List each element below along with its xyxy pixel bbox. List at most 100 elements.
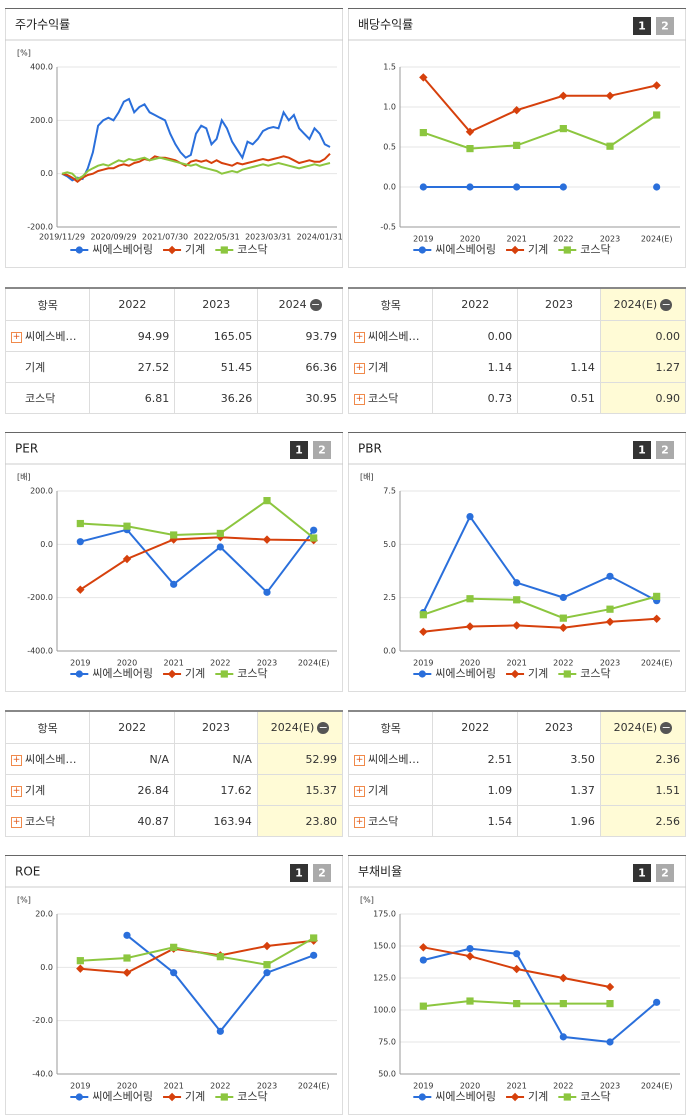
y-tick-label: 1.5	[383, 63, 396, 72]
x-tick-label: 2024(E)	[641, 235, 673, 244]
x-tick-label: 2024(E)	[298, 1082, 330, 1091]
point	[606, 142, 614, 150]
series-line	[80, 937, 315, 966]
cell-text: 94.99	[137, 329, 170, 343]
point	[465, 952, 475, 961]
point	[606, 605, 614, 613]
collapse-icon[interactable]: −	[660, 298, 673, 311]
panel	[348, 855, 686, 1115]
header-text: 항목	[37, 721, 58, 735]
x-tick-label: 2022	[553, 1082, 573, 1091]
chart-button[interactable]	[656, 17, 674, 35]
chart-button-label: 2	[661, 20, 669, 33]
point	[263, 969, 271, 977]
y-tick-label: 1.0	[383, 103, 396, 112]
table-cell: + 기계	[347, 351, 434, 383]
cell-text: 0.90	[655, 391, 681, 405]
cell-text: 52.99	[305, 752, 338, 766]
panel	[5, 8, 343, 268]
chart-button[interactable]	[290, 441, 308, 459]
table-cell: 30.95	[257, 382, 343, 414]
chart-button[interactable]	[313, 441, 331, 459]
legend-swatch-marker	[220, 246, 228, 254]
point	[123, 931, 131, 939]
table-header-cell: 항목	[347, 287, 434, 321]
point	[606, 572, 614, 580]
expand-icon[interactable]: +	[11, 785, 22, 797]
x-tick-label: 2022	[553, 235, 573, 244]
chart-title: 부채비율	[358, 865, 402, 879]
series-line	[61, 156, 331, 181]
chart-button[interactable]	[633, 441, 651, 459]
table-cell: 1.51	[599, 774, 687, 806]
table-cell: 0.00	[599, 320, 687, 352]
collapse-icon[interactable]: −	[309, 298, 322, 311]
chart-button-label: 1	[638, 20, 646, 33]
point	[513, 579, 521, 587]
legend-label: 코스닥	[580, 243, 610, 256]
table-cell: 52.99	[256, 743, 344, 775]
chart-button[interactable]	[290, 864, 308, 882]
y-tick-label: 5.0	[383, 540, 396, 549]
header-text: 항목	[380, 721, 401, 735]
cell-text: 0.00	[655, 329, 681, 343]
chart-button[interactable]	[633, 17, 651, 35]
expand-icon[interactable]: +	[11, 754, 22, 766]
collapse-icon[interactable]: −	[317, 721, 330, 734]
legend-label: 기계	[185, 243, 205, 256]
legend-label: 기계	[528, 1090, 548, 1103]
x-tick-label: 2022	[553, 659, 573, 668]
header-text: 항목	[37, 298, 58, 312]
chart-button[interactable]	[633, 864, 651, 882]
expand-icon[interactable]: +	[354, 362, 365, 374]
table-row: + 코스닥 40.87 163.94 23.80	[4, 805, 344, 837]
x-tick-label: 2020/09/29	[90, 233, 136, 242]
cell-text: 1.09	[487, 783, 513, 797]
expand-icon[interactable]: +	[354, 754, 365, 766]
chart-button[interactable]	[313, 864, 331, 882]
expand-icon[interactable]: +	[354, 393, 365, 405]
legend-swatch-marker	[75, 1093, 83, 1101]
chart-button[interactable]	[656, 441, 674, 459]
header-text: 2024(E)	[613, 721, 658, 734]
point	[262, 941, 272, 951]
x-tick-label: 2023/03/31	[245, 233, 291, 242]
chart-button[interactable]	[656, 864, 674, 882]
expand-icon[interactable]: +	[354, 785, 365, 797]
table-cell: 94.99	[89, 320, 176, 352]
cell-text: 씨에스베…	[368, 753, 420, 766]
cell-text: 26.84	[137, 783, 170, 797]
expand-icon[interactable]: +	[11, 816, 22, 828]
table-header-cell: 항목	[4, 710, 91, 744]
legend-label: 씨에스베어링	[435, 1090, 496, 1103]
table-header-cell: 2023	[174, 710, 258, 744]
expand-icon[interactable]: +	[11, 331, 22, 343]
table-cell: + 씨에스베…	[347, 743, 434, 775]
y-tick-label: 0.0	[383, 183, 396, 192]
y-tick-label: 175.0	[373, 910, 396, 919]
cell-text: 2.51	[487, 752, 513, 766]
point	[559, 1033, 567, 1041]
table-cell: + 씨에스베…	[347, 320, 434, 352]
expand-icon[interactable]: +	[354, 816, 365, 828]
y-unit: [배]	[17, 473, 31, 482]
table-cell: 1.54	[432, 805, 519, 837]
table-cell: N/A	[89, 743, 175, 775]
header-text: 2022	[461, 298, 490, 311]
y-tick-label: 75.0	[378, 1038, 396, 1047]
legend-label: 씨에스베어링	[92, 243, 153, 256]
point	[76, 585, 85, 594]
header-text: 항목	[380, 298, 401, 312]
x-tick-label: 2021	[506, 659, 526, 668]
point	[419, 183, 427, 191]
header-text: 2023	[202, 298, 231, 311]
collapse-icon[interactable]: −	[660, 721, 673, 734]
point	[310, 526, 318, 534]
expand-icon[interactable]: +	[354, 331, 365, 343]
x-tick-label: 2022	[210, 1082, 230, 1091]
legend-swatch-marker	[220, 1093, 228, 1101]
table-row: + 씨에스베… 0.00 0.00	[347, 320, 687, 352]
x-tick-label: 2023	[600, 659, 620, 668]
point	[513, 1000, 521, 1008]
series-line	[61, 152, 331, 183]
